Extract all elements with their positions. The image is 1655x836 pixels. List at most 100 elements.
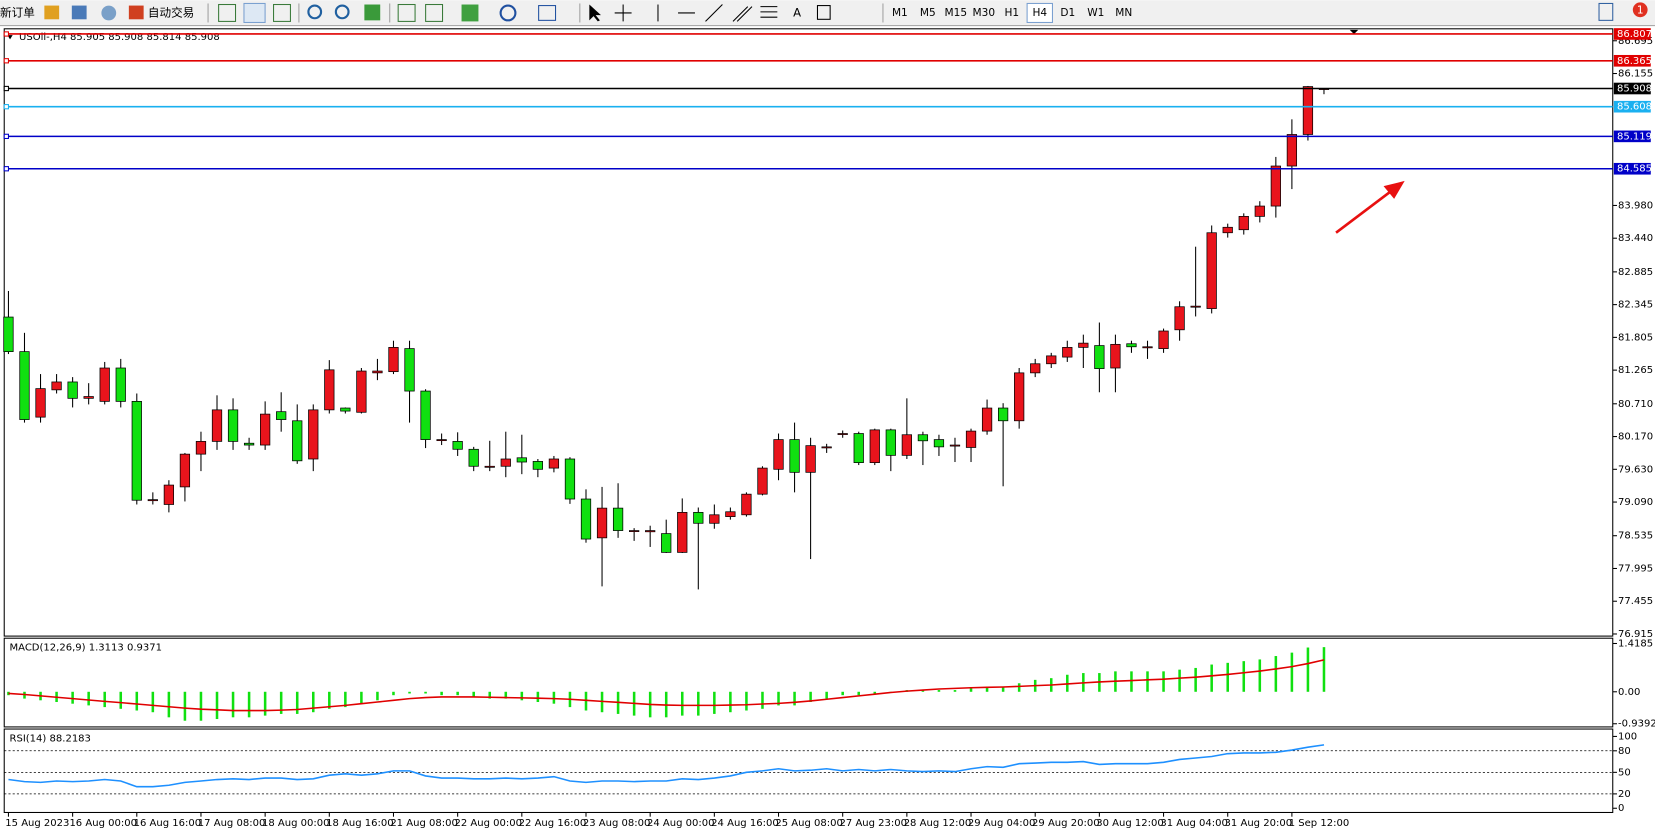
level-label: 84.585 xyxy=(1617,164,1652,175)
icon[interactable] xyxy=(101,5,117,21)
timeframe-button[interactable]: H4 xyxy=(1032,7,1047,19)
text-icon[interactable]: A xyxy=(793,5,801,19)
candle-body xyxy=(1174,306,1185,331)
icon[interactable] xyxy=(461,4,479,22)
fibo-icon[interactable] xyxy=(760,6,778,18)
candle-body xyxy=(35,388,46,418)
level-label-bg xyxy=(1613,162,1651,175)
candle-body xyxy=(548,458,560,469)
level-label: 85.608 xyxy=(1617,102,1652,113)
icon[interactable] xyxy=(273,3,291,22)
icon[interactable] xyxy=(364,4,381,21)
macd-bar xyxy=(360,691,363,704)
cursor-icon[interactable] xyxy=(589,4,601,22)
macd-bar xyxy=(680,691,684,716)
search-icon[interactable] xyxy=(1598,2,1614,21)
candle-body xyxy=(933,439,945,448)
macd-bar xyxy=(1210,664,1213,692)
candle-body xyxy=(1238,215,1249,231)
candle-body xyxy=(580,498,592,540)
level-handle xyxy=(3,31,9,37)
notification-count: 1 xyxy=(1637,4,1644,16)
crosshair-icon[interactable] xyxy=(614,4,632,22)
timeframe-button[interactable]: W1 xyxy=(1087,7,1104,19)
candle-body xyxy=(629,530,640,532)
icon[interactable] xyxy=(44,5,60,20)
macd-bar xyxy=(456,691,459,696)
icon[interactable] xyxy=(334,4,350,20)
macd-bar xyxy=(937,690,941,692)
auto-trading-button[interactable]: 自动交易 xyxy=(148,5,194,19)
notification-badge[interactable] xyxy=(1632,2,1648,18)
macd-bar xyxy=(1178,669,1181,692)
icon[interactable] xyxy=(128,5,144,20)
candle-body xyxy=(1270,165,1281,207)
macd-bar xyxy=(71,691,74,704)
candle-body xyxy=(693,511,704,524)
y-tick-label: 77.995 xyxy=(1618,563,1653,574)
timeframes: M1 M5 M15 M30 H1 H4 D1 W1 MN xyxy=(892,2,1132,23)
timeframe-active xyxy=(1026,2,1053,23)
y-tick-label: 20 xyxy=(1618,789,1631,800)
y-tick-label: 79.090 xyxy=(1618,497,1653,508)
level-handle xyxy=(3,166,9,172)
x-tick-label: 18 Aug 16:00 xyxy=(326,818,394,829)
macd-bar xyxy=(536,691,540,702)
macd-bar xyxy=(167,691,171,718)
macd-bar xyxy=(761,691,764,709)
label-icon[interactable] xyxy=(816,5,831,20)
trend-icon[interactable] xyxy=(705,4,723,22)
icon[interactable] xyxy=(243,2,266,23)
y-tick-label: 79.630 xyxy=(1618,464,1653,475)
y-tick-label: 0.00 xyxy=(1618,687,1640,698)
channel-icon[interactable] xyxy=(732,6,753,22)
macd-bar xyxy=(953,690,957,692)
macd-bar xyxy=(825,691,828,699)
timeframe-button[interactable]: H1 xyxy=(1004,7,1019,19)
icon[interactable] xyxy=(218,3,237,22)
timeframe-button[interactable]: M15 xyxy=(945,7,968,19)
x-tick-label: 28 Aug 12:00 xyxy=(904,818,972,829)
timeframe-button[interactable]: M1 xyxy=(892,7,908,19)
new-order-button[interactable]: 新订单 xyxy=(0,5,35,19)
timeframe-button[interactable]: D1 xyxy=(1060,7,1075,19)
candle-body xyxy=(51,381,62,391)
icon[interactable] xyxy=(307,4,323,20)
y-tick-label: 82.345 xyxy=(1618,300,1653,311)
macd-bar xyxy=(488,691,492,699)
y-tick-label: 77.455 xyxy=(1618,596,1653,607)
candle-body xyxy=(516,457,527,463)
x-tick-label: 22 Aug 16:00 xyxy=(519,818,587,829)
price-panel xyxy=(3,28,1614,637)
candle-body xyxy=(757,467,768,495)
icon[interactable] xyxy=(397,3,416,22)
macd-bar xyxy=(985,686,989,692)
macd-bar xyxy=(392,691,395,696)
candle-body xyxy=(981,407,993,432)
y-tick-label: 86.695 xyxy=(1618,36,1653,47)
macd-bar xyxy=(697,691,700,716)
candle-body xyxy=(292,420,303,462)
y-tick-label: 1.4185 xyxy=(1618,638,1653,649)
candle-body xyxy=(1030,363,1041,374)
macd-bar xyxy=(857,691,860,696)
timeframe-button[interactable]: MN xyxy=(1115,7,1132,19)
macd-bar xyxy=(247,691,251,718)
icon[interactable] xyxy=(71,5,87,20)
icon[interactable] xyxy=(538,5,557,21)
candle-body xyxy=(1126,343,1137,348)
candle-body xyxy=(709,514,720,524)
rsi-title: RSI(14) 88.2183 xyxy=(10,734,91,745)
timeframe-button[interactable]: M30 xyxy=(973,7,996,19)
candle-body xyxy=(1302,86,1314,135)
x-tick-label: 31 Aug 04:00 xyxy=(1160,818,1228,829)
candle-body xyxy=(436,439,447,442)
icon[interactable] xyxy=(499,4,517,22)
icon[interactable] xyxy=(425,3,444,22)
candle-body xyxy=(997,407,1009,422)
y-tick-label: 50 xyxy=(1618,767,1631,778)
y-tick-label: 80.170 xyxy=(1618,432,1653,443)
candle-body xyxy=(596,507,608,539)
timeframe-button[interactable]: M5 xyxy=(920,7,936,19)
